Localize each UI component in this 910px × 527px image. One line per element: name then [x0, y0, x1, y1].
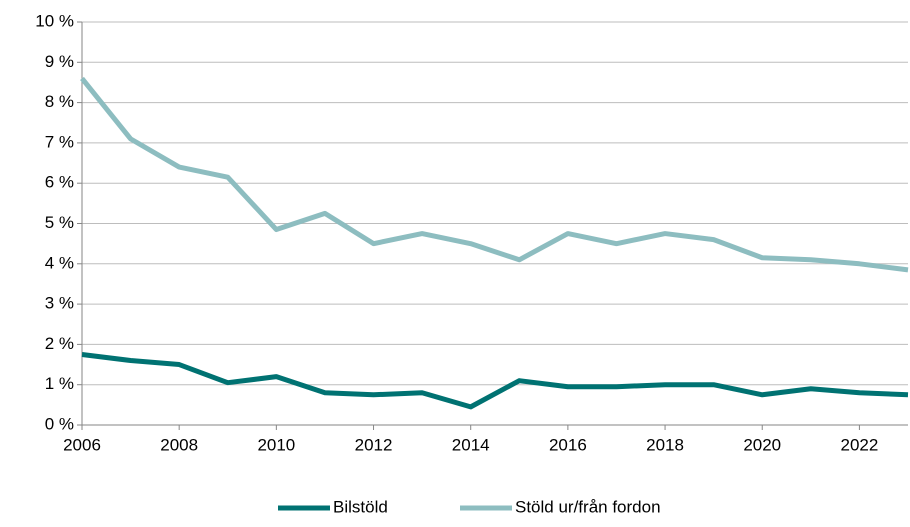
y-tick-label: 0 %	[45, 414, 74, 433]
y-tick-label: 7 %	[45, 132, 74, 151]
x-tick-label: 2008	[160, 435, 198, 454]
y-tick-label: 8 %	[45, 92, 74, 111]
y-tick-label: 3 %	[45, 294, 74, 313]
x-tick-label: 2014	[452, 435, 490, 454]
y-tick-label: 1 %	[45, 374, 74, 393]
y-tick-label: 5 %	[45, 213, 74, 232]
x-tick-label: 2020	[743, 435, 781, 454]
x-tick-label: 2010	[257, 435, 295, 454]
legend-label: Stöld ur/från fordon	[515, 497, 661, 516]
line	[80, 76, 909, 273]
y-tick-label: 2 %	[45, 334, 74, 353]
y-tick-label: 9 %	[45, 52, 74, 71]
x-tick-label: 2012	[355, 435, 393, 454]
x-tick-label: 2006	[63, 435, 101, 454]
y-tick-label: 4 %	[45, 253, 74, 272]
y-tick-label: 10 %	[35, 11, 74, 30]
legend-label: Bilstöld	[333, 497, 388, 516]
x-tick-label: 2022	[840, 435, 878, 454]
x-tick-label: 2018	[646, 435, 684, 454]
x-tick-label: 2016	[549, 435, 587, 454]
line	[81, 351, 909, 410]
y-tick-label: 6 %	[45, 173, 74, 192]
